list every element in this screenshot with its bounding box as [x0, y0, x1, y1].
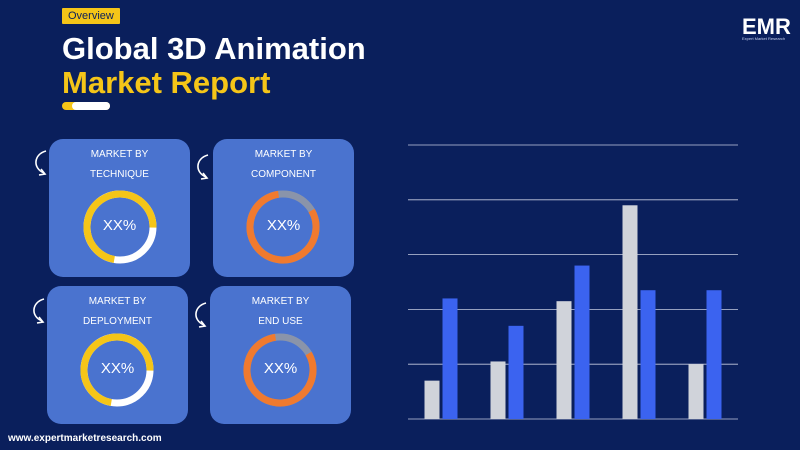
card-label-line2: DEPLOYMENT — [83, 316, 152, 327]
page-title-line2: Market Report — [62, 65, 271, 100]
emr-logo: EMR Expert Market Research — [738, 8, 791, 42]
curved-arrow-icon — [33, 298, 45, 324]
bar-series2-group2 — [508, 325, 524, 419]
curved-arrow-icon — [197, 154, 209, 180]
card-label-line1: MARKET BY — [88, 296, 147, 307]
logo-name: EMR — [742, 14, 791, 39]
bar-series1-group2 — [490, 361, 506, 419]
donut-ring — [246, 190, 320, 264]
bar-series1-group4 — [622, 205, 638, 419]
card-label-line2: END USE — [258, 316, 303, 327]
bar-series1-group3 — [556, 301, 572, 419]
card-component: MARKET BY COMPONENT XX% — [213, 139, 354, 277]
card-value: XX% — [266, 217, 301, 234]
bar-series2-group3 — [574, 265, 590, 419]
bar-series2-group4 — [640, 290, 656, 419]
card-value: XX% — [263, 360, 298, 377]
card-label-line2: TECHNIQUE — [90, 169, 149, 180]
bar-series1-group1 — [424, 380, 440, 419]
card-value: XX% — [100, 360, 135, 377]
card-label-line1: MARKET BY — [254, 149, 313, 160]
curved-arrow-icon — [195, 302, 207, 328]
page-title-line1: Global 3D Animation — [62, 31, 366, 66]
card-label-line2: COMPONENT — [251, 169, 316, 180]
donut-ring — [80, 333, 154, 407]
card-end-use: MARKET BY END USE XX% — [210, 286, 351, 424]
card-deployment: MARKET BY DEPLOYMENT XX% — [47, 286, 188, 424]
curved-arrow-icon — [35, 150, 47, 176]
overview-tag: Overview — [62, 8, 120, 24]
card-label-line1: MARKET BY — [90, 149, 149, 160]
card-value: XX% — [102, 217, 137, 234]
footer-url[interactable]: www.expertmarketresearch.com — [8, 433, 162, 444]
donut-ring — [243, 333, 317, 407]
card-technique: MARKET BY TECHNIQUE XX% — [49, 139, 190, 277]
bar-series2-group1 — [442, 298, 458, 419]
title-underline-white — [72, 102, 110, 110]
card-label-line1: MARKET BY — [251, 296, 310, 307]
bar-series2-group5 — [706, 290, 722, 419]
donut-ring — [83, 190, 157, 264]
bar-series1-group5 — [688, 364, 704, 419]
logo-subtitle: Expert Market Research — [742, 36, 786, 41]
